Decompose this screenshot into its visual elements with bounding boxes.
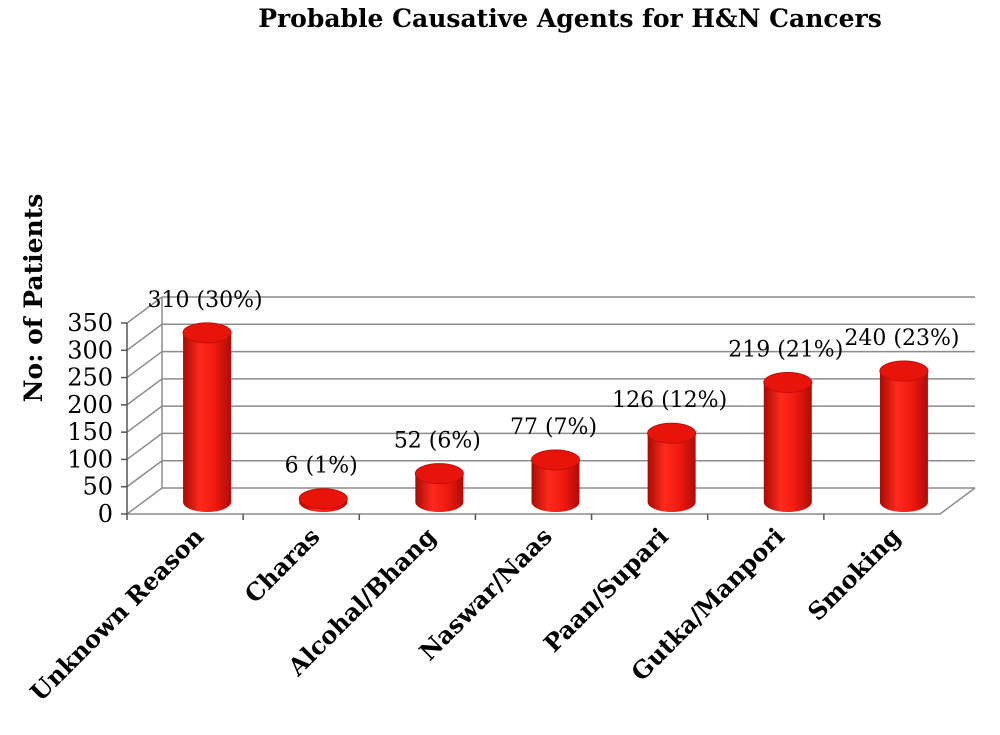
gridline	[126, 350, 975, 379]
bar-body	[879, 371, 928, 512]
chart-title: Probable Causative Agents for H&N Cancer…	[258, 4, 882, 33]
x-tick-label: Unknown Reason	[24, 522, 209, 707]
bar-top	[879, 360, 929, 382]
y-tick-label: 150	[67, 418, 113, 446]
y-tick-label: 100	[67, 445, 113, 473]
y-tick-label: 200	[67, 391, 113, 419]
gridline	[126, 378, 975, 406]
bar-top	[414, 463, 464, 485]
data-label: 52 (6%)	[394, 429, 481, 454]
bar-top	[647, 422, 697, 444]
data-label: 6 (1%)	[285, 454, 358, 479]
data-label: 240 (23%)	[844, 326, 959, 351]
data-label: 310 (30%)	[148, 288, 263, 313]
x-axis: Unknown Reason CharasAlcohal/BhangNaswar/…	[24, 514, 906, 707]
x-tick-label: Charas	[239, 522, 326, 609]
bar-top	[182, 322, 232, 344]
y-tick-label: 350	[67, 309, 113, 337]
bar-body	[763, 382, 812, 512]
bars	[182, 322, 929, 512]
data-label: 126 (12%)	[612, 388, 727, 413]
bar	[182, 322, 232, 512]
bar	[763, 371, 813, 512]
data-label: 77 (7%)	[510, 415, 597, 440]
bar	[879, 360, 929, 512]
bar-top	[298, 488, 348, 510]
bar-body	[183, 332, 232, 512]
bar	[531, 449, 580, 512]
grid	[126, 296, 976, 515]
bar	[414, 463, 464, 512]
y-axis-label: No: of Patients	[19, 194, 48, 403]
data-label: 219 (21%)	[728, 337, 843, 362]
y-tick-label: 0	[98, 500, 113, 528]
y-tick-label: 50	[82, 473, 113, 501]
y-tick-label: 250	[67, 364, 113, 392]
bar-body	[415, 473, 464, 512]
bar-body	[531, 459, 580, 512]
bar-top	[531, 449, 580, 471]
bar-top	[763, 371, 813, 393]
y-tick-label: 300	[67, 336, 113, 364]
data-labels: 310 (30%) 6 (1%) 52 (6%) 77 (7%) 126 (12%) 21…	[148, 288, 960, 479]
bar	[647, 422, 697, 512]
floor-edge	[127, 487, 976, 515]
x-tick-label: Smoking	[802, 522, 907, 627]
bar-body	[647, 433, 696, 512]
bar	[298, 488, 348, 512]
